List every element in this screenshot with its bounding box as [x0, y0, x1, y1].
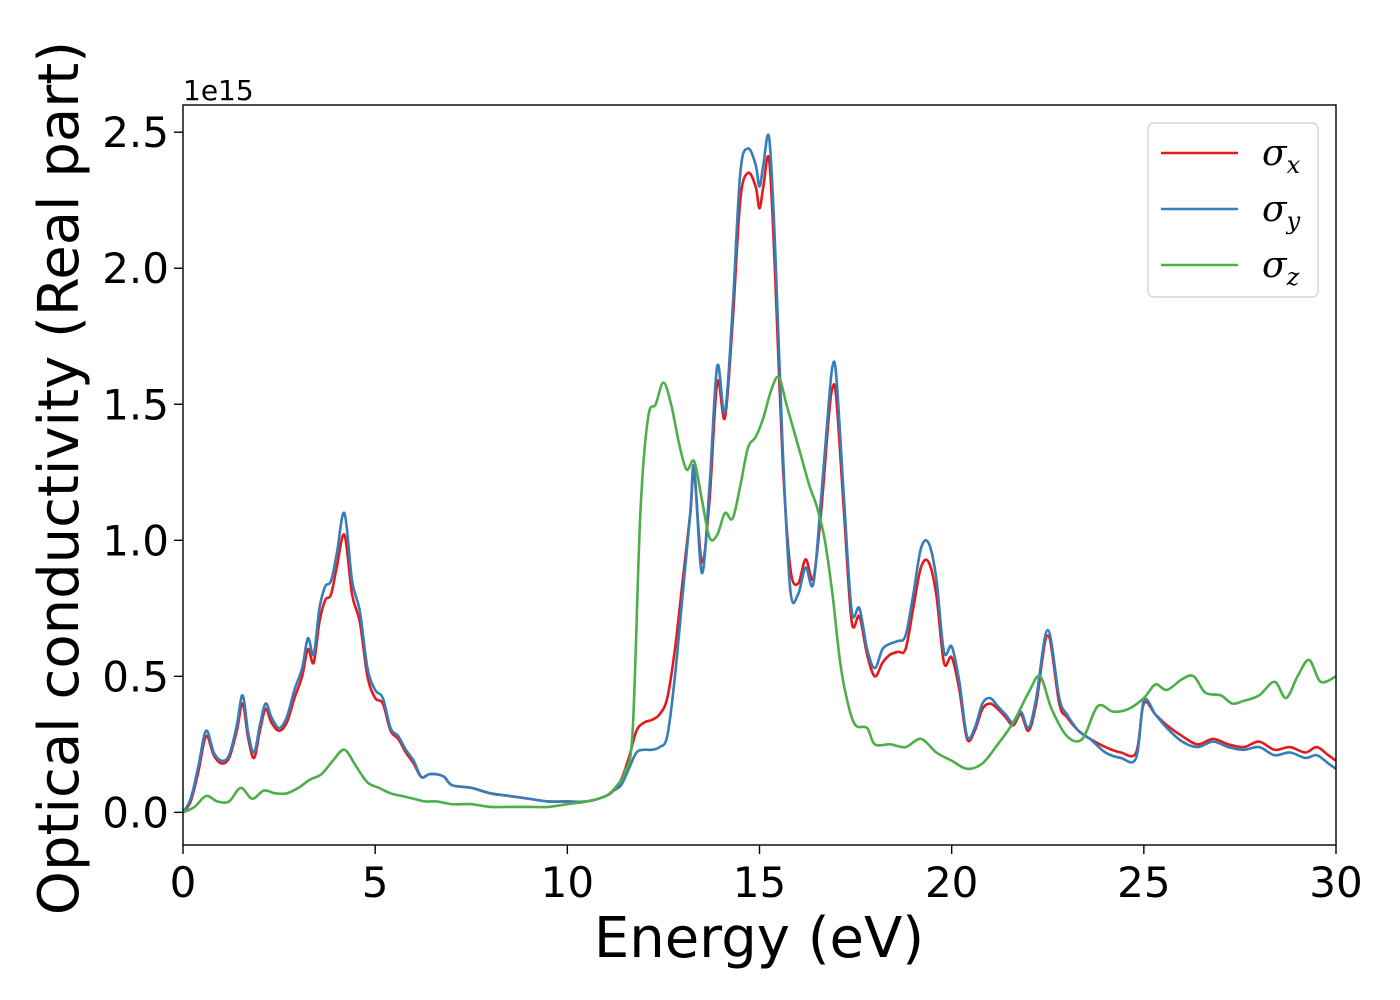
x-axis: 0 5 10 15 20 25 30	[170, 845, 1363, 907]
y-tick-label: 1.5	[102, 380, 169, 429]
legend-label-z: σz	[1262, 245, 1300, 291]
x-tick-label: 0	[170, 858, 197, 907]
series-line-x	[183, 155, 1336, 814]
y-tick-label: 2.0	[102, 244, 169, 293]
y-offset-label: 1e15	[183, 74, 254, 107]
x-tick-label: 30	[1309, 858, 1362, 907]
y-axis-title: Optical conductivity (Real part)	[27, 41, 92, 915]
x-axis-title: Energy (eV)	[594, 906, 924, 971]
x-tick-label: 5	[362, 858, 389, 907]
y-tick-label: 0.5	[102, 652, 169, 701]
x-tick-label: 15	[733, 858, 786, 907]
legend-label-y: σy	[1262, 189, 1301, 235]
y-tick-label: 2.5	[102, 108, 169, 157]
y-tick-label: 1.0	[102, 516, 169, 565]
series-line-y	[183, 133, 1336, 814]
x-tick-label: 25	[1117, 858, 1170, 907]
plot-area	[183, 105, 1336, 845]
y-tick-label: 0.0	[102, 788, 169, 837]
y-axis: 0.0 0.5 1.0 1.5 2.0 2.5	[102, 108, 183, 837]
legend-label-x: σx	[1262, 133, 1301, 179]
x-tick-label: 20	[925, 858, 978, 907]
x-tick-label: 10	[541, 858, 594, 907]
series-layer	[183, 133, 1336, 814]
legend: σx σy σz	[1147, 122, 1319, 298]
series-line-z	[183, 375, 1336, 814]
